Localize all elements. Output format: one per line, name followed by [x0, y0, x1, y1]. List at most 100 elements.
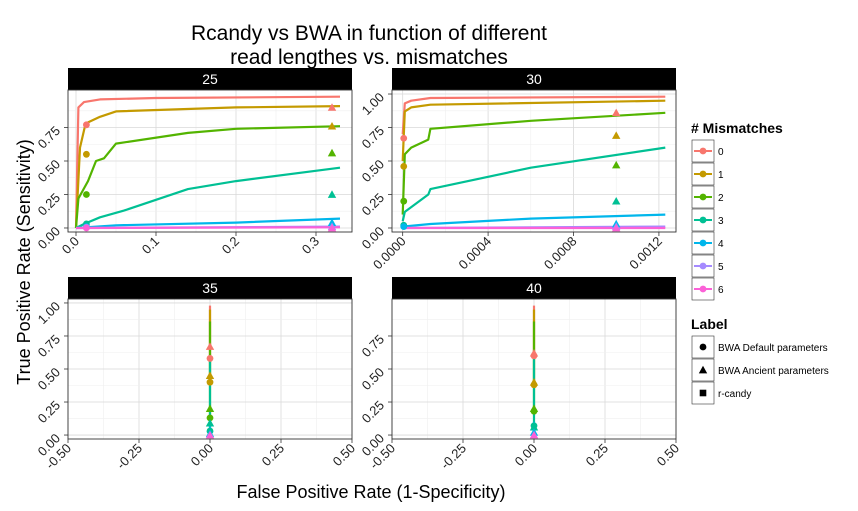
y-axis-label: True Positive Rate (Sensitivity)	[14, 139, 34, 384]
legend-label-item: r-candy	[691, 381, 751, 405]
point-triangle-mismatch-0	[612, 108, 621, 117]
legend-label-text: r-candy	[718, 389, 751, 400]
x-tick-label: 0.50	[654, 441, 683, 470]
y-tick-label: 0.75	[35, 123, 64, 152]
facet-strip-label: 25	[202, 71, 218, 87]
point-circle-mismatch-1	[83, 150, 90, 158]
x-tick-label: 0.3	[299, 234, 322, 257]
x-tick-label: 0.0012	[626, 234, 665, 273]
series-line-mismatch-1	[74, 105, 341, 229]
y-tick-label: 0.50	[35, 157, 64, 186]
legend-mismatch-label: 6	[718, 285, 724, 296]
point-triangle-mismatch-6	[327, 223, 337, 232]
legend-mismatch-label: 4	[718, 239, 724, 250]
point-triangle-mismatch-0	[529, 348, 539, 357]
legend-key-point	[699, 147, 707, 155]
legend-mismatch-label: 2	[718, 193, 724, 204]
point-circle-mismatch-4	[400, 223, 408, 231]
facet-strip	[68, 277, 352, 299]
legend-key-shape-circle	[699, 343, 707, 351]
x-tick-label: 0.0004	[455, 234, 494, 273]
legend-mismatch-title: # Mismatches	[691, 120, 783, 136]
point-triangle-mismatch-2	[612, 160, 621, 169]
x-axis-label: False Positive Rate (1-Specificity)	[236, 482, 505, 502]
point-triangle-mismatch-1	[612, 131, 621, 139]
facet-panel-30: 300.000.250.500.751.000.0000 0.0004 0.0008…	[359, 68, 677, 273]
legend-label-title: Label	[691, 316, 728, 332]
facet-strip	[392, 277, 676, 299]
legend-key-point	[699, 285, 707, 293]
legend-mismatch-item: 2	[691, 185, 724, 209]
point-circle-mismatch-1	[400, 162, 408, 170]
point-triangle-mismatch-3	[612, 196, 621, 205]
series-line-mismatch-6	[75, 226, 341, 230]
series-line-mismatch-3	[401, 146, 666, 222]
legend-key-shape-square	[699, 389, 707, 397]
facet-panel-25: 250.000.250.500.750.0 0.1 0.2 0.3	[35, 68, 353, 257]
point-triangle-mismatch-1	[529, 378, 539, 386]
legend-key-point	[699, 193, 707, 201]
y-tick-label: 1.00	[35, 298, 64, 327]
y-tick-label: 1.00	[359, 90, 388, 119]
point-triangle-mismatch-2	[327, 148, 337, 157]
legend: # Mismatches 0 1 2 3 4 5 6 Label BWA Default para…	[691, 120, 829, 405]
point-triangle-mismatch-1	[327, 121, 337, 130]
legend-key-shape-triangle	[698, 365, 708, 374]
point-triangle-mismatch-2	[205, 404, 215, 412]
x-tick-label: 0.0008	[541, 234, 580, 273]
x-tick-label: 0.00	[188, 441, 217, 470]
y-tick-label: 0.50	[359, 365, 388, 394]
point-circle-mismatch-2	[400, 197, 408, 205]
series-line-mismatch-0	[74, 95, 341, 229]
point-circle-mismatch-1	[206, 378, 214, 386]
legend-label-text: BWA Ancient parameters	[718, 366, 829, 377]
y-tick-label: 0.75	[359, 123, 388, 152]
legend-key-point	[699, 216, 707, 224]
point-circle-mismatch-2	[206, 414, 214, 422]
series-line-mismatch-2	[74, 125, 341, 229]
x-tick-label: 0.25	[583, 441, 612, 470]
point-triangle-mismatch-1	[205, 371, 215, 379]
y-tick-label: 0.50	[359, 157, 388, 186]
legend-mismatch-item: 4	[691, 231, 724, 255]
point-triangle-mismatch-3	[529, 422, 539, 431]
legend-mismatch-label: 0	[718, 147, 724, 158]
legend-mismatch-item: 6	[691, 277, 724, 301]
y-tick-label: 0.50	[35, 365, 64, 394]
chart-title-line2: read lengthes vs. mismatches	[230, 46, 508, 69]
legend-key-point	[699, 170, 707, 178]
facet-strip-label: 30	[526, 71, 542, 87]
facet-strip	[392, 68, 676, 90]
y-tick-label: 0.75	[359, 331, 388, 360]
x-tick-label: -0.25	[114, 441, 146, 473]
facet-panel-40: 400.000.250.500.75-0.50 -0.25 0.00 0.25 0.50	[359, 277, 683, 472]
legend-key-point	[699, 262, 707, 270]
x-tick-label: 0.1	[139, 234, 162, 257]
legend-mismatch-item: 0	[691, 139, 724, 163]
point-triangle-mismatch-2	[529, 404, 539, 412]
y-tick-label: 0.75	[35, 331, 64, 360]
point-triangle-mismatch-6	[612, 223, 621, 232]
facet-strip-label: 40	[526, 280, 542, 296]
facet-strip	[68, 68, 352, 90]
point-triangle-mismatch-6	[529, 430, 539, 439]
x-tick-label: 0.2	[219, 234, 242, 257]
legend-mismatch-item: 5	[691, 254, 724, 278]
y-tick-label: 0.25	[359, 398, 388, 427]
legend-mismatch-item: 3	[691, 208, 724, 232]
point-triangle-mismatch-0	[327, 103, 337, 111]
legend-mismatch-item: 1	[691, 162, 724, 186]
x-tick-label: 0.0	[59, 234, 82, 257]
y-tick-label: 0.25	[35, 398, 64, 427]
series-line-mismatch-1	[401, 99, 666, 162]
series-line-mismatch-4	[402, 213, 666, 228]
point-triangle-mismatch-3	[327, 190, 337, 198]
legend-mismatch-label: 3	[718, 216, 724, 227]
legend-label-item: BWA Default parameters	[691, 335, 828, 359]
chart-title-line1: Rcandy vs BWA in function of different	[191, 22, 547, 45]
point-circle-mismatch-0	[83, 121, 90, 129]
series-line-mismatch-4	[75, 217, 341, 230]
legend-key-point	[699, 239, 707, 247]
x-tick-label: 0.00	[512, 441, 541, 470]
y-tick-label: 0.25	[35, 190, 64, 219]
